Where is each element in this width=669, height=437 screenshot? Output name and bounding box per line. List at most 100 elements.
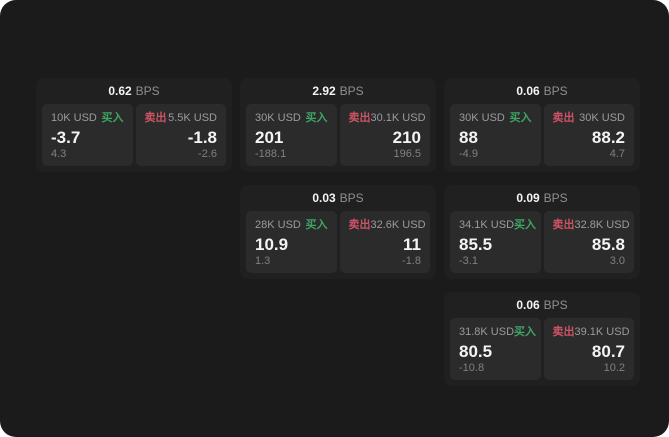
sell-sub-value: -2.6: [198, 148, 217, 160]
buy-sub-value: -10.8: [459, 362, 485, 374]
sell-size: 5.5K USD: [168, 112, 217, 124]
bps-value: 0.06: [516, 298, 540, 312]
sell-sub-value: 4.7: [609, 148, 625, 160]
buy-label: 买入: [305, 219, 328, 231]
bps-header: 0.09 BPS: [450, 189, 634, 208]
buy-quote-panel[interactable]: 28K USD 买入 10.9 1.3: [246, 211, 337, 273]
bps-header: 2.92 BPS: [246, 82, 430, 101]
quote-card: 0.09 BPS 34.1K USD 买入 85.5 -3.1 卖出 32.8K …: [444, 185, 640, 279]
sell-quote-panel[interactable]: 卖出 30K USD 88.2 4.7: [543, 104, 634, 166]
buy-quote-panel[interactable]: 10K USD 买入 -3.7 4.3: [42, 104, 133, 166]
buy-quote-panel[interactable]: 34.1K USD 买入 85.5 -3.1: [450, 211, 541, 273]
quote-panels: 31.8K USD 买入 80.5 -10.8 卖出 39.1K USD 80.…: [450, 318, 634, 380]
sell-size: 30.1K USD: [370, 112, 426, 124]
buy-size: 28K USD: [255, 219, 301, 231]
quote-card: 0.03 BPS 28K USD 买入 10.9 1.3 卖出 32.6K USD…: [240, 185, 436, 279]
sell-size: 30K USD: [579, 112, 625, 124]
sell-price: -1.8: [187, 128, 217, 147]
bps-value: 0.03: [312, 191, 336, 205]
sell-price: 80.7: [591, 342, 625, 361]
bps-unit-label: BPS: [339, 191, 364, 205]
buy-price: 88: [459, 128, 478, 147]
sell-size: 32.6K USD: [370, 219, 426, 231]
sell-label: 卖出: [144, 112, 167, 124]
buy-panel-top: 28K USD 买入: [255, 219, 328, 232]
buy-panel-top: 31.8K USD 买入: [459, 326, 536, 339]
quote-card: 0.06 BPS 30K USD 买入 88 -4.9 卖出 30K USD 88…: [444, 78, 640, 172]
sell-panel-top: 卖出 39.1K USD: [552, 326, 630, 339]
sell-size: 39.1K USD: [574, 326, 630, 338]
sell-price: 88.2: [591, 128, 625, 147]
sell-label: 卖出: [348, 112, 371, 124]
quote-cards-grid: 0.62 BPS 10K USD 买入 -3.7 4.3 卖出 5.5K USD …: [36, 78, 640, 386]
bps-value: 0.62: [108, 84, 132, 98]
sell-panel-top: 卖出 30.1K USD: [348, 112, 426, 125]
buy-sub-value: -188.1: [255, 148, 287, 160]
bps-unit-label: BPS: [543, 298, 568, 312]
sell-panel-top: 卖出 32.6K USD: [348, 219, 426, 232]
bps-unit-label: BPS: [135, 84, 160, 98]
sell-panel-top: 卖出 5.5K USD: [145, 112, 218, 125]
buy-label: 买入: [514, 219, 537, 231]
buy-size: 34.1K USD: [459, 219, 515, 231]
buy-price: 85.5: [459, 235, 493, 254]
buy-sub-value: -3.1: [459, 255, 478, 267]
buy-panel-top: 10K USD 买入: [51, 112, 124, 125]
buy-label: 买入: [509, 112, 532, 124]
bps-value: 0.09: [516, 191, 540, 205]
sell-sub-value: 196.5: [393, 148, 421, 160]
sell-sub-value: 10.2: [603, 362, 625, 374]
bps-header: 0.03 BPS: [246, 189, 430, 208]
buy-panel-top: 30K USD 买入: [255, 112, 328, 125]
sell-label: 卖出: [552, 219, 575, 231]
quote-panels: 28K USD 买入 10.9 1.3 卖出 32.6K USD 11 -1.8: [246, 211, 430, 273]
buy-size: 31.8K USD: [459, 326, 515, 338]
bps-unit-label: BPS: [339, 84, 364, 98]
bps-unit-label: BPS: [543, 84, 568, 98]
buy-label: 买入: [305, 112, 328, 124]
sell-quote-panel[interactable]: 卖出 30.1K USD 210 196.5: [339, 104, 430, 166]
buy-label: 买入: [514, 326, 537, 338]
buy-panel-top: 30K USD 买入: [459, 112, 532, 125]
buy-sub-value: -4.9: [459, 148, 478, 160]
buy-sub-value: 4.3: [51, 148, 67, 160]
bps-header: 0.62 BPS: [42, 82, 226, 101]
sell-label: 卖出: [552, 326, 575, 338]
sell-quote-panel[interactable]: 卖出 32.6K USD 11 -1.8: [339, 211, 430, 273]
buy-price: -3.7: [51, 128, 81, 147]
buy-size: 30K USD: [255, 112, 301, 124]
buy-panel-top: 34.1K USD 买入: [459, 219, 536, 232]
buy-sub-value: 1.3: [255, 255, 271, 267]
buy-quote-panel[interactable]: 31.8K USD 买入 80.5 -10.8: [450, 318, 541, 380]
sell-quote-panel[interactable]: 卖出 39.1K USD 80.7 10.2: [543, 318, 634, 380]
sell-sub-value: -1.8: [402, 255, 421, 267]
quote-panels: 30K USD 买入 88 -4.9 卖出 30K USD 88.2 4.7: [450, 104, 634, 166]
quote-panels: 30K USD 买入 201 -188.1 卖出 30.1K USD 210 1…: [246, 104, 430, 166]
sell-price: 210: [392, 128, 421, 147]
buy-label: 买入: [101, 112, 124, 124]
sell-price: 85.8: [591, 235, 625, 254]
buy-quote-panel[interactable]: 30K USD 买入 88 -4.9: [450, 104, 541, 166]
buy-quote-panel[interactable]: 30K USD 买入 201 -188.1: [246, 104, 337, 166]
sell-quote-panel[interactable]: 卖出 5.5K USD -1.8 -2.6: [135, 104, 226, 166]
sell-label: 卖出: [348, 219, 371, 231]
sell-panel-top: 卖出 30K USD: [553, 112, 626, 125]
buy-price: 201: [255, 128, 284, 147]
bps-value: 2.92: [312, 84, 336, 98]
bps-unit-label: BPS: [543, 191, 568, 205]
buy-price: 10.9: [255, 235, 289, 254]
bps-value: 0.06: [516, 84, 540, 98]
bps-header: 0.06 BPS: [450, 296, 634, 315]
quote-card: 0.06 BPS 31.8K USD 买入 80.5 -10.8 卖出 39.1K…: [444, 292, 640, 386]
sell-panel-top: 卖出 32.8K USD: [552, 219, 630, 232]
sell-size: 32.8K USD: [574, 219, 630, 231]
quote-card: 2.92 BPS 30K USD 买入 201 -188.1 卖出 30.1K U…: [240, 78, 436, 172]
buy-size: 10K USD: [51, 112, 97, 124]
quote-panels: 10K USD 买入 -3.7 4.3 卖出 5.5K USD -1.8 -2.…: [42, 104, 226, 166]
buy-price: 80.5: [459, 342, 493, 361]
sell-quote-panel[interactable]: 卖出 32.8K USD 85.8 3.0: [543, 211, 634, 273]
sell-sub-value: 3.0: [609, 255, 625, 267]
bps-header: 0.06 BPS: [450, 82, 634, 101]
